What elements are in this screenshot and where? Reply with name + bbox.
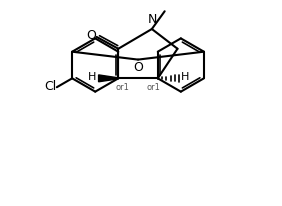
- Text: H: H: [87, 72, 96, 82]
- Text: O: O: [133, 61, 143, 74]
- Text: or1: or1: [147, 83, 161, 92]
- Text: H: H: [181, 72, 190, 82]
- Text: or1: or1: [115, 83, 129, 92]
- Text: O: O: [86, 29, 96, 42]
- Polygon shape: [99, 75, 118, 82]
- Text: Cl: Cl: [44, 80, 56, 93]
- Text: N: N: [148, 13, 158, 26]
